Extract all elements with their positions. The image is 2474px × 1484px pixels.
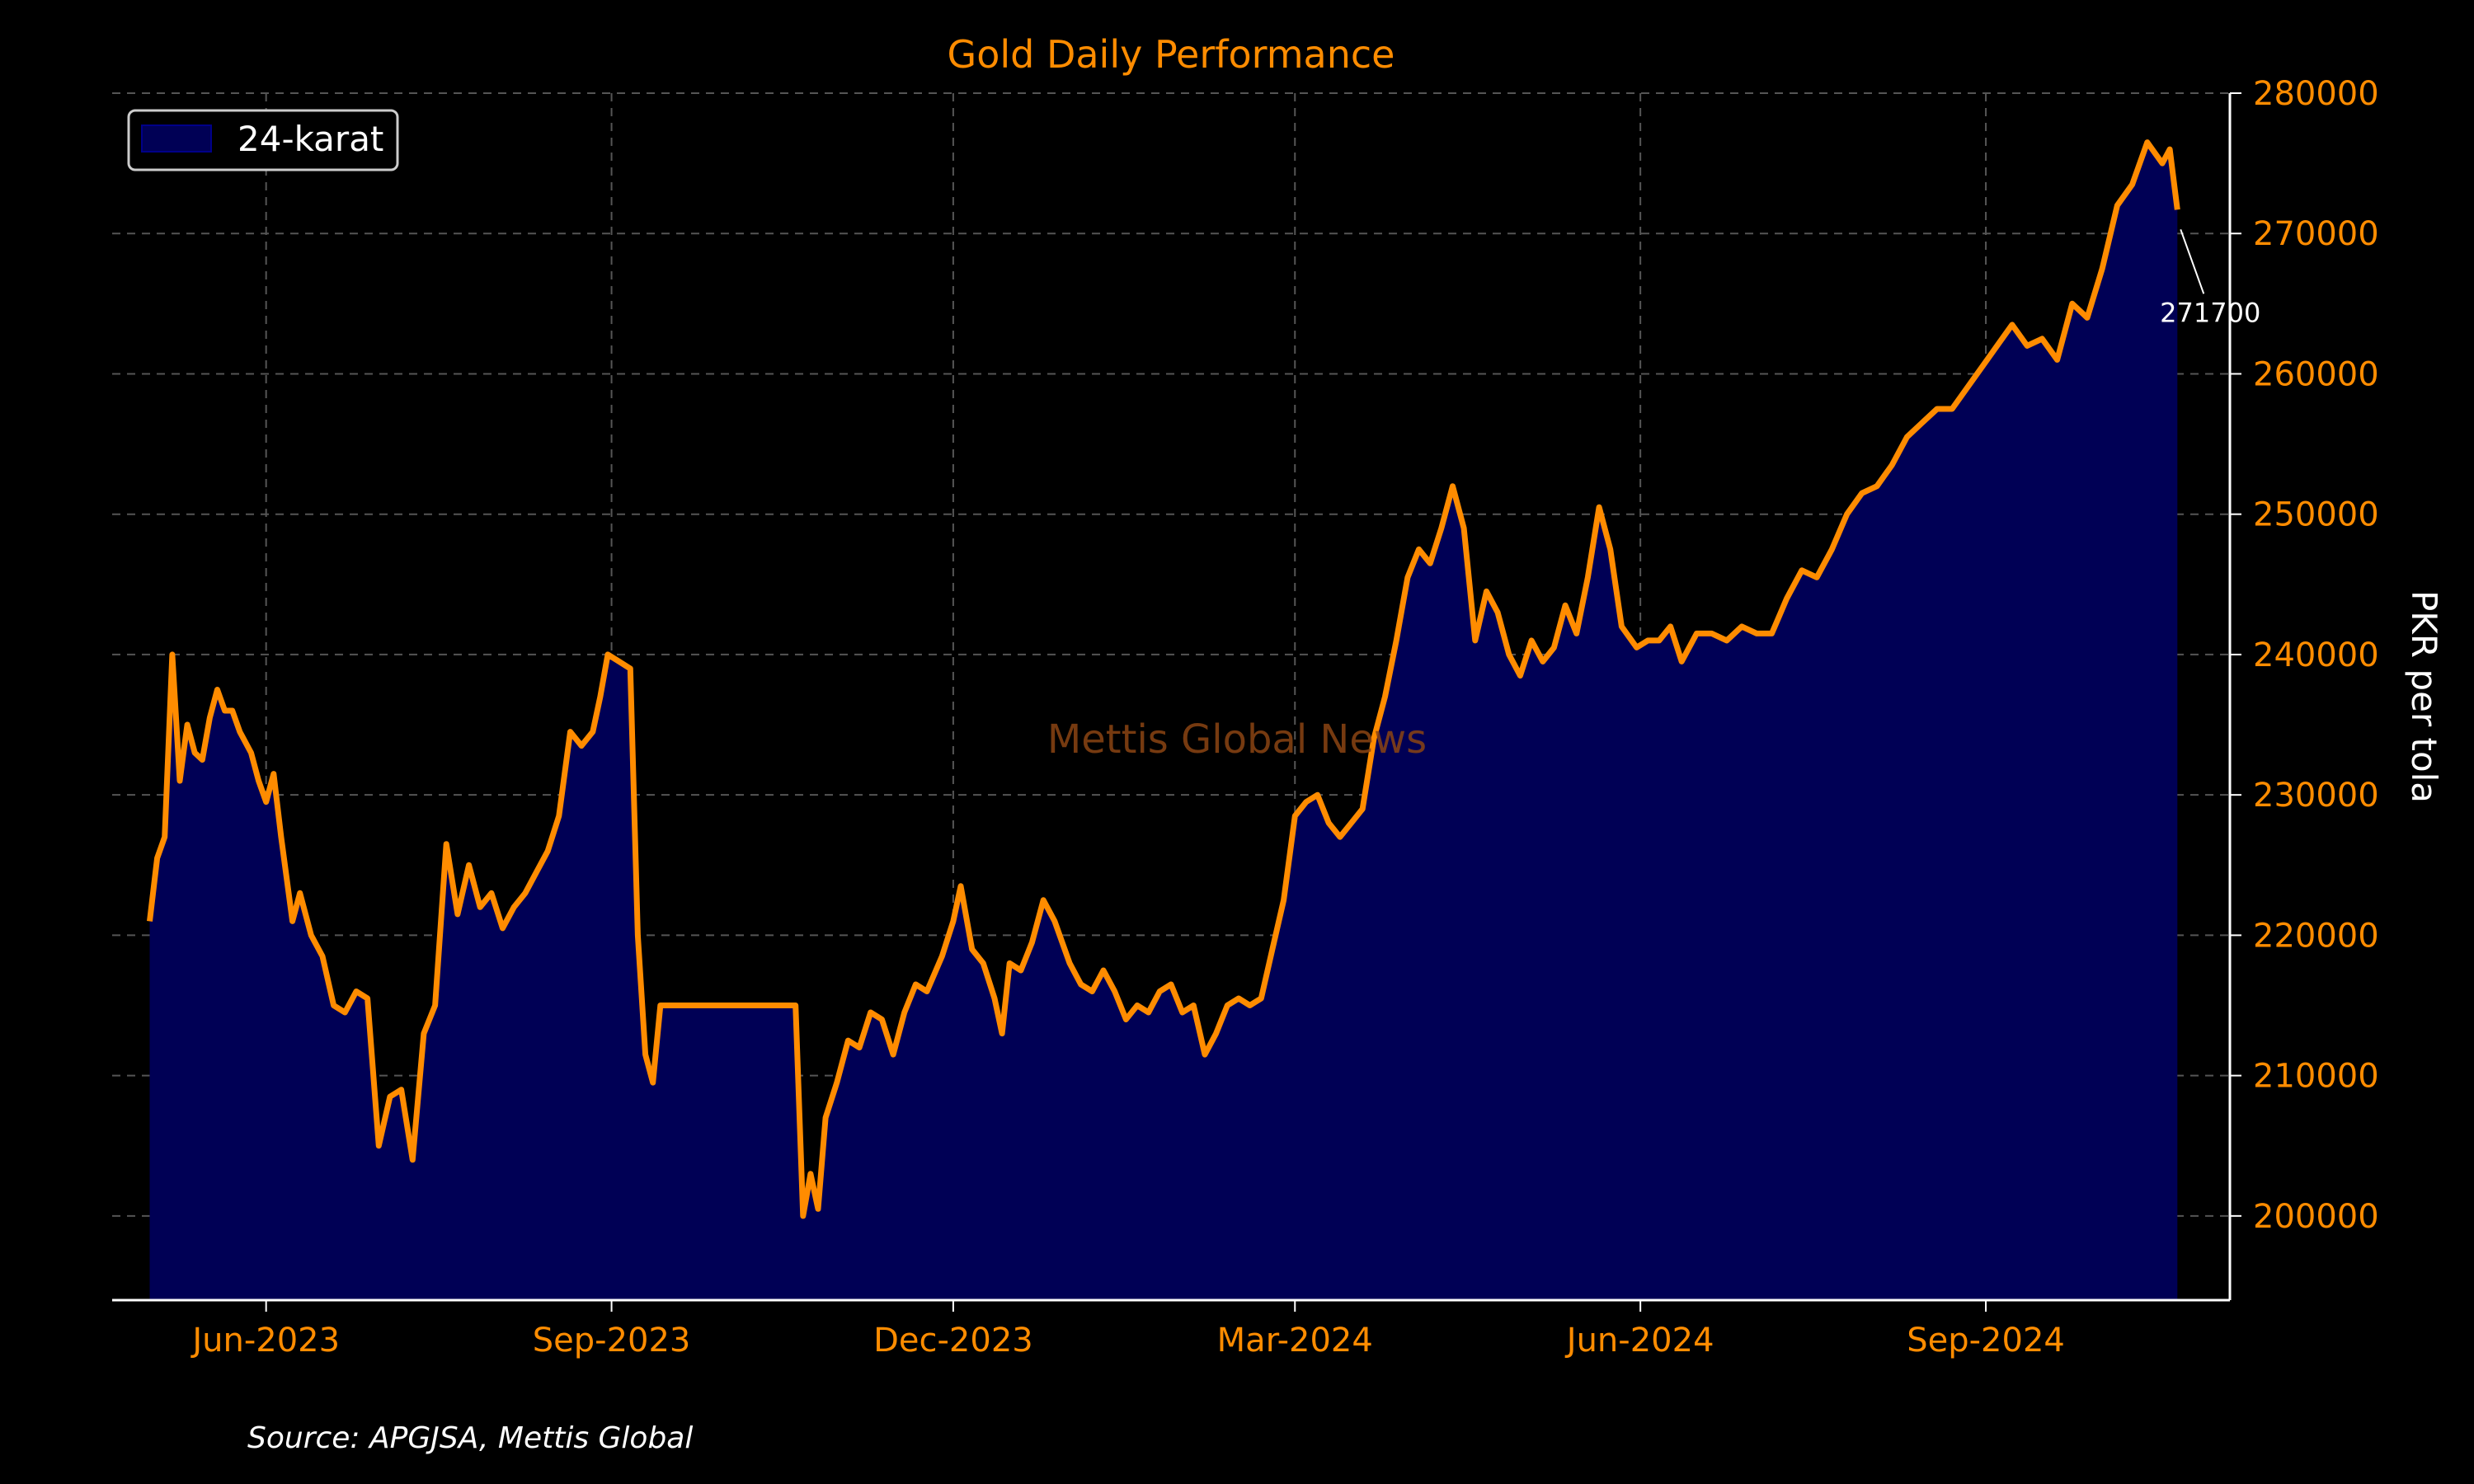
y-tick-label: 270000 (2253, 215, 2379, 253)
y-tick-label: 240000 (2253, 636, 2379, 674)
legend-swatch (141, 124, 212, 153)
y-tick-label: 230000 (2253, 777, 2379, 815)
legend: 24-karat (127, 109, 399, 171)
series-area-24-karat (149, 142, 2178, 1301)
y-tick-label: 280000 (2253, 75, 2379, 113)
watermark: Mettis Global News (1047, 716, 1427, 763)
y-tick-label: 260000 (2253, 355, 2379, 393)
x-tick-label: Dec-2023 (873, 1322, 1033, 1360)
annotation: 271700 (2160, 228, 2260, 328)
annotation-label: 271700 (2160, 297, 2260, 328)
x-tick-label: Sep-2023 (533, 1322, 691, 1360)
y-tick-label: 200000 (2253, 1198, 2379, 1236)
x-tick-label: Sep-2024 (1907, 1322, 2065, 1360)
source-note: Source: APGJSA, Mettis Global (247, 1421, 693, 1455)
annotation-arrow (2180, 228, 2205, 294)
y-axis-label: PKR per tola (2404, 590, 2444, 803)
x-tick-label: Jun-2024 (1564, 1322, 1714, 1360)
legend-label: 24-karat (238, 119, 383, 159)
x-tick-label: Jun-2023 (190, 1322, 340, 1360)
y-tick-label: 220000 (2253, 917, 2379, 955)
axes (112, 93, 2232, 1302)
y-tick-label: 250000 (2253, 496, 2379, 534)
x-tick-label: Mar-2024 (1217, 1322, 1373, 1360)
y-tick-label: 210000 (2253, 1058, 2379, 1096)
y-axis-ticks: 200000 210000 220000 230000 240000 250000 2600… (2230, 75, 2379, 1236)
chart-title: Gold Daily Performance (948, 32, 1395, 77)
x-axis-ticks: Jun-2023 Sep-2023 Dec-2023 Mar-2024 Jun-2024… (190, 1300, 2065, 1360)
series-line-24-karat (147, 139, 2180, 1219)
